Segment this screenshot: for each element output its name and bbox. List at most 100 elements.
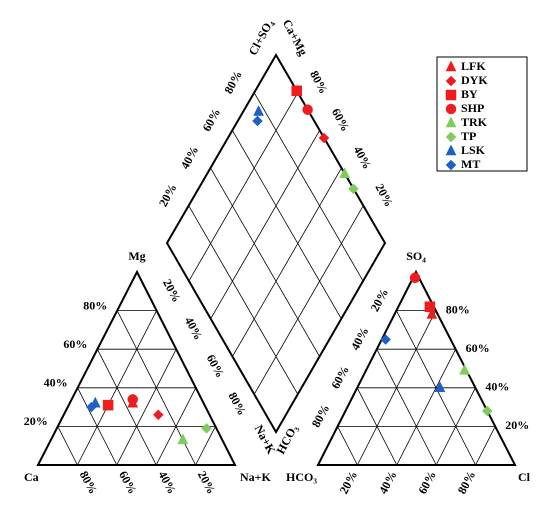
tick-label: 60% — [329, 106, 353, 134]
legend-marker — [445, 144, 457, 156]
anion-point — [380, 334, 391, 345]
tick-label: 20% — [24, 414, 48, 428]
tick-label: 20% — [156, 181, 180, 209]
grid-line — [356, 387, 398, 466]
grid-line — [188, 92, 299, 282]
diamond-frame — [165, 53, 387, 435]
legend-marker — [445, 131, 457, 143]
cation-point — [85, 401, 97, 413]
tick-label: 80% — [77, 469, 101, 497]
grid-line — [337, 426, 358, 466]
legend-label: TP — [461, 129, 476, 143]
cation-point — [152, 409, 164, 421]
grid-line — [155, 387, 197, 466]
grid-line — [232, 167, 342, 357]
tick-label: 80% — [221, 68, 245, 96]
grid-line — [253, 92, 364, 282]
grid-line — [435, 387, 476, 466]
tick-label: 60% — [199, 106, 223, 134]
axis-label: Cl+SO₄ — [246, 17, 277, 58]
legend-marker — [445, 116, 457, 128]
legend-marker — [445, 89, 457, 101]
axis-label: Mg — [128, 249, 145, 263]
axis-label: Ca+Mg — [280, 17, 311, 58]
grid-line — [188, 205, 299, 395]
axis-label: Ca — [24, 470, 39, 484]
tick-label: 40% — [178, 144, 202, 172]
tick-label: 60% — [116, 469, 140, 497]
tick-label: 60% — [328, 363, 352, 391]
tick-label: 20% — [505, 418, 529, 432]
tick-label: 40% — [182, 314, 206, 342]
tick-label: 60% — [204, 352, 228, 380]
tick-label: 40% — [376, 469, 400, 497]
grid-line — [396, 349, 456, 466]
legend-label: LSK — [461, 143, 486, 157]
diamond-point — [318, 132, 330, 144]
tick-label: 20% — [367, 286, 391, 314]
diamond-point — [339, 167, 351, 179]
axis-label: HCO₃ — [273, 422, 300, 456]
tick-label: 80% — [83, 298, 107, 312]
grid-line — [210, 130, 320, 320]
legend-marker — [445, 103, 457, 115]
tick-label: 20% — [195, 469, 219, 497]
tick-label: 80% — [225, 390, 249, 418]
tick-label: 20% — [160, 277, 184, 305]
diamond-point — [302, 104, 313, 115]
legend-label: TRK — [461, 115, 488, 129]
grid-line — [253, 205, 364, 395]
axis-label: Na+K — [252, 423, 279, 457]
anion-point — [459, 363, 470, 375]
tick-label: 80% — [307, 68, 331, 96]
tick-label: 20% — [336, 469, 360, 497]
diamond-point — [252, 115, 263, 127]
grid-line — [57, 426, 78, 466]
diamond-point — [253, 104, 264, 116]
grid-line — [475, 426, 496, 466]
grid-line — [232, 130, 342, 320]
tick-label: 80% — [446, 302, 470, 316]
grid-line — [97, 349, 157, 466]
cation-point — [127, 394, 138, 405]
cation-triangle — [36, 269, 237, 466]
tick-label: 40% — [348, 325, 372, 353]
tick-label: 60% — [63, 337, 87, 351]
axis-label: Cl — [518, 470, 531, 484]
diamond-point — [348, 183, 359, 195]
cation-point — [102, 399, 114, 411]
grid-line — [116, 349, 177, 466]
diamond-point — [291, 85, 302, 97]
legend-marker — [445, 75, 457, 87]
legend-marker — [445, 60, 457, 72]
anion-point — [426, 307, 438, 319]
cation-point — [177, 433, 189, 445]
tick-label: 80% — [309, 402, 333, 430]
tick-label: 40% — [485, 380, 509, 394]
cation-point — [201, 422, 212, 434]
anion-point — [481, 405, 493, 417]
legend-label: DYK — [461, 73, 488, 87]
legend-label: BY — [461, 87, 478, 101]
tick-label: 20% — [372, 181, 396, 209]
legend-label: LFK — [461, 59, 486, 73]
tick-label: 40% — [44, 376, 68, 390]
axis-label: Na+K — [240, 470, 272, 484]
axis-label: SO₄ — [406, 249, 426, 263]
tick-label: 40% — [351, 144, 375, 172]
grid-line — [376, 349, 437, 466]
tick-label: 60% — [466, 341, 490, 355]
legend-label: SHP — [461, 101, 484, 115]
anion-point — [434, 381, 446, 393]
tick-label: 60% — [415, 469, 439, 497]
anion-point — [409, 272, 421, 284]
grid-line — [195, 426, 216, 466]
legend-label: MT — [461, 157, 480, 171]
anion-point — [424, 301, 436, 312]
axis-label: HCO₃ — [286, 470, 317, 484]
tick-label: 40% — [155, 469, 179, 497]
grid-line — [210, 167, 320, 357]
tick-label: 80% — [455, 469, 479, 497]
legend-marker — [445, 159, 457, 171]
